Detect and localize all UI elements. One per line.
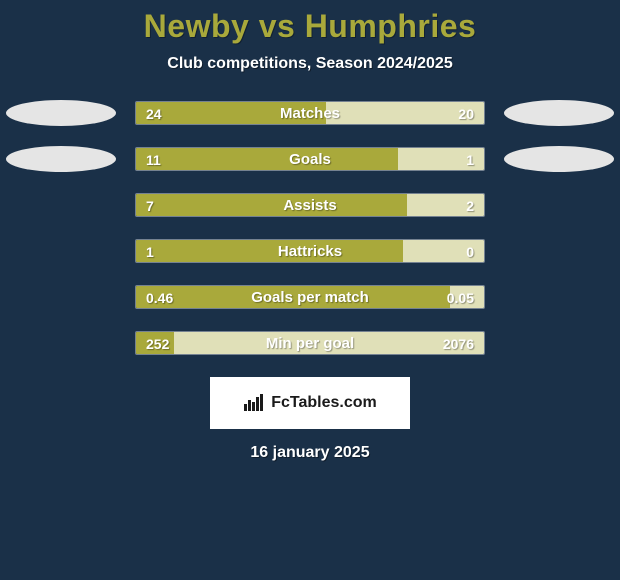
bar-track: 252 2076 Min per goal (135, 331, 485, 355)
metric-label: Goals per match (251, 286, 369, 310)
comparison-row: 24 20 Matches (0, 101, 620, 125)
bar-track: 111Goals (135, 147, 485, 171)
value-left: 24 (146, 102, 162, 126)
value-left: 0.46 (146, 286, 173, 310)
bar-segment-left (136, 240, 403, 262)
bar-track: 0.46 0.05 Goals per match (135, 285, 485, 309)
value-right: 2076 (443, 332, 474, 356)
value-right: 20 (458, 102, 474, 126)
page-title: Newby vs Humphries (144, 8, 477, 45)
value-right: 1 (466, 148, 474, 172)
bar-track: 7 2 Assists (135, 193, 485, 217)
comparison-row: 111Goals (0, 147, 620, 171)
value-left: 252 (146, 332, 169, 356)
comparison-row: 7 2 Assists (0, 193, 620, 217)
date-label: 16 january 2025 (250, 444, 369, 462)
bar-track: 24 20 Matches (135, 101, 485, 125)
player-avatar-left (6, 146, 116, 172)
bar-segment-left (136, 148, 398, 170)
metric-label: Goals (289, 148, 331, 172)
value-right: 2 (466, 194, 474, 218)
value-left: 7 (146, 194, 154, 218)
player-avatar-right (504, 146, 614, 172)
player-avatar-right (504, 100, 614, 126)
bar-chart-icon (243, 394, 265, 412)
comparison-row: 252 2076 Min per goal (0, 331, 620, 355)
infographic-container: Newby vs Humphries Club competitions, Se… (0, 0, 620, 580)
comparison-row: 1 0 Hattricks (0, 239, 620, 263)
value-right: 0.05 (447, 286, 474, 310)
comparison-chart: 2420Matches111Goals72Assists10Hattricks0… (0, 101, 620, 355)
metric-label: Hattricks (278, 240, 342, 264)
bar-track: 1 0 Hattricks (135, 239, 485, 263)
value-left: 11 (146, 148, 161, 172)
logo-badge: FcTables.com (210, 377, 410, 429)
player-avatar-left (6, 100, 116, 126)
bar-segment-left (136, 194, 407, 216)
subtitle: Club competitions, Season 2024/2025 (167, 55, 452, 73)
comparison-row: 0.46 0.05 Goals per match (0, 285, 620, 309)
value-right: 0 (466, 240, 474, 264)
value-left: 1 (146, 240, 154, 264)
metric-label: Min per goal (266, 332, 354, 356)
metric-label: Matches (280, 102, 340, 126)
logo-text: FcTables.com (271, 394, 377, 412)
metric-label: Assists (283, 194, 336, 218)
